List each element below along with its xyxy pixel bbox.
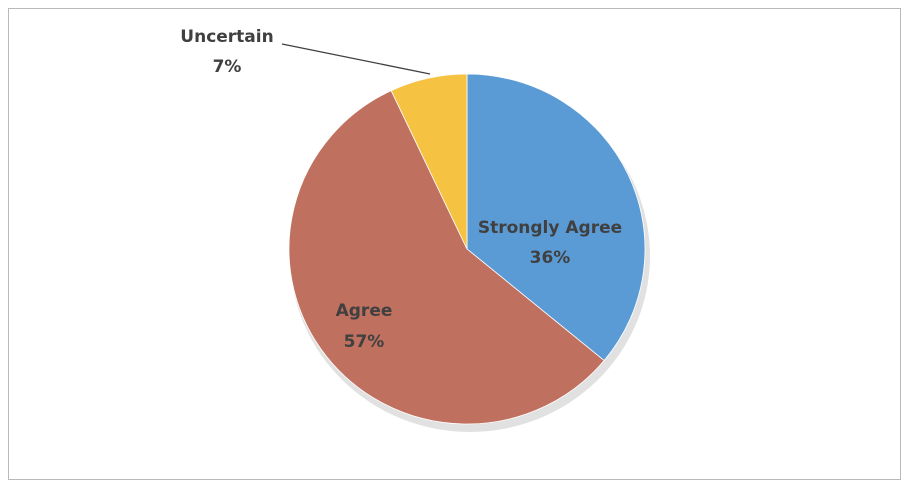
slice-label-agree: Agree — [336, 301, 393, 321]
pie-slice-strongly-agree — [466, 73, 646, 362]
pie-slice-agree — [288, 90, 605, 425]
slice-value-strongly-agree: 36% — [530, 248, 571, 268]
pie-slices — [288, 73, 646, 425]
slice-label-strongly-agree: Strongly Agree — [478, 218, 622, 238]
uncertain-leader-line — [281, 43, 431, 75]
pie-slice-uncertain — [390, 73, 468, 250]
slice-label-uncertain: Uncertain — [180, 27, 273, 47]
slice-value-agree: 57% — [344, 332, 385, 352]
slice-value-uncertain: 7% — [213, 57, 242, 77]
